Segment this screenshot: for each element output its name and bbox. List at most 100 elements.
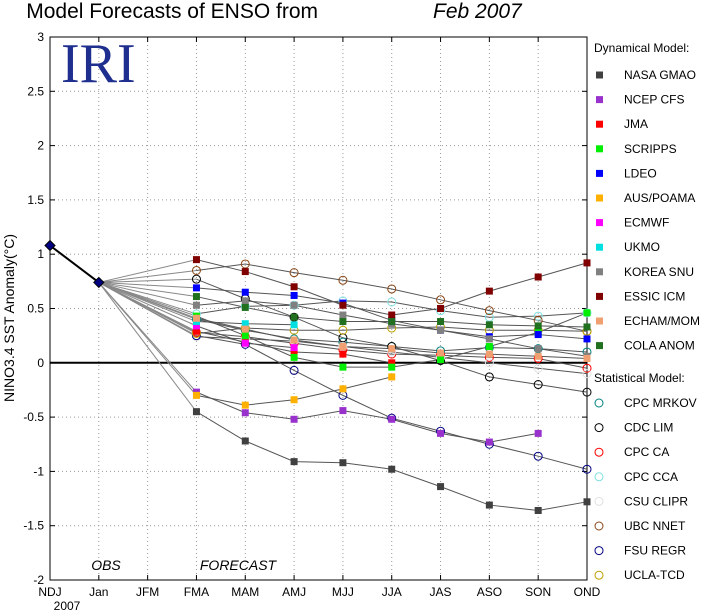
y-tick-label: 2 <box>37 139 44 153</box>
series-line-ubc-nnet <box>196 263 588 332</box>
marker-echam-mom <box>485 350 493 358</box>
x-tick-label: JFM <box>136 585 159 599</box>
chart-title-date: Feb 2007 <box>433 0 523 23</box>
legend-label-ubc-nnet: UBC NNET <box>624 519 686 533</box>
legend-label-scripps: SCRIPPS <box>624 142 677 156</box>
forecast-label: FORECAST <box>200 557 278 573</box>
marker-fsu-regr <box>582 464 592 474</box>
marker-cola-anom <box>583 323 591 331</box>
marker-jma <box>290 348 298 356</box>
x-tick-label: SON <box>525 585 551 599</box>
marker-cpc-mrkov <box>533 344 543 354</box>
marker-korea-snu <box>534 345 542 353</box>
marker-ubc-nnet <box>289 268 299 278</box>
marker-ldeo <box>534 331 542 339</box>
marker-essic-icm <box>290 283 298 291</box>
y-tick-label: -0.5 <box>23 410 44 424</box>
marker-scripps <box>437 356 445 364</box>
legend-marker-ncep-cfs <box>596 96 603 104</box>
marker-essic-icm <box>485 287 493 295</box>
series-line-ucla-tcd <box>196 326 588 334</box>
legend-marker-essic-icm <box>596 292 603 300</box>
legend-marker-ucla-tcd <box>594 570 604 580</box>
marker-korea-snu <box>241 297 249 305</box>
marker-ncep-cfs <box>437 429 445 437</box>
marker-ecmwf <box>290 344 298 352</box>
legend-label-nasa-gmao: NASA GMAO <box>624 68 696 82</box>
x-year-label: 2007 <box>54 599 81 613</box>
marker-ncep-cfs <box>241 409 249 417</box>
connector-line <box>98 281 197 322</box>
marker-cola-anom <box>534 322 542 330</box>
x-tick-label: MAM <box>231 585 259 599</box>
marker-echam-mom <box>339 343 347 351</box>
marker-ldeo <box>290 291 298 299</box>
marker-aus-poama <box>388 373 396 381</box>
marker-cola-anom <box>437 318 445 326</box>
y-tick-label: 3 <box>37 30 44 44</box>
marker-ubc-nnet <box>338 275 348 285</box>
marker-nasa-gmao <box>241 437 249 445</box>
legend-label-csu-clipr: CSU CLIPR <box>624 494 688 508</box>
marker-csu-clipr <box>582 369 592 379</box>
marker-ncep-cfs <box>534 429 542 437</box>
legend-marker-scripps <box>596 145 603 153</box>
marker-essic-icm <box>534 273 542 281</box>
marker-essic-icm <box>192 256 200 264</box>
marker-echam-mom <box>437 349 445 357</box>
connector-line <box>98 281 197 319</box>
marker-ldeo <box>241 288 249 296</box>
legend-marker-cola-anom <box>596 342 603 350</box>
legend-marker-cpc-ca <box>594 447 604 457</box>
marker-nasa-gmao <box>583 498 591 506</box>
legend-dynamical-title: Dynamical Model: <box>594 41 689 55</box>
marker-korea-snu <box>192 301 200 309</box>
legend-marker-cpc-mrkov <box>594 398 604 408</box>
legend-label-aus-poama: AUS/POAMA <box>624 191 695 205</box>
marker-cdc-lim <box>289 312 299 322</box>
series-line-ncep-cfs <box>196 391 539 443</box>
marker-echam-mom <box>583 354 591 362</box>
marker-nasa-gmao <box>192 408 200 416</box>
legend-label-cpc-ca: CPC CA <box>624 445 669 459</box>
y-tick-label: -1.5 <box>23 519 44 533</box>
marker-nasa-gmao <box>534 506 542 514</box>
legend-marker-jma <box>596 120 603 128</box>
marker-ubc-nnet <box>387 284 397 294</box>
marker-scripps <box>241 332 249 340</box>
y-axis-label: NINO3.4 SST Anomaly(°C) <box>1 234 17 402</box>
connector-line <box>98 259 197 283</box>
x-tick-label: ASO <box>477 585 502 599</box>
marker-ncep-cfs <box>339 407 347 415</box>
legend-marker-fsu-regr <box>594 546 604 556</box>
marker-scripps <box>388 363 396 371</box>
legend-marker-ldeo <box>596 169 603 177</box>
y-tick-label: -2 <box>33 573 44 587</box>
marker-nasa-gmao <box>485 501 493 509</box>
marker-aus-poama <box>290 396 298 404</box>
connector-line <box>98 281 197 289</box>
x-tick-label: AMJ <box>282 585 306 599</box>
legend-marker-echam-mom <box>596 317 603 325</box>
legend-label-jma: JMA <box>624 117 648 131</box>
legend-label-ucla-tcd: UCLA-TCD <box>624 568 685 582</box>
legend-label-ldeo: LDEO <box>624 166 657 180</box>
marker-korea-snu <box>290 301 298 309</box>
observed-line <box>49 244 100 284</box>
marker-echam-mom <box>534 352 542 360</box>
legend-label-korea-snu: KOREA SNU <box>624 265 694 279</box>
marker-scripps <box>290 353 298 361</box>
legend-label-cdc-lim: CDC LIM <box>624 421 673 435</box>
marker-cdc-lim <box>533 380 543 390</box>
marker-cpc-cca <box>484 312 494 322</box>
marker-scripps <box>583 309 591 317</box>
marker-korea-snu <box>485 335 493 343</box>
marker-ucla-tcd <box>338 325 348 335</box>
marker-ukmo <box>290 321 298 329</box>
x-tick-label: NDJ <box>38 585 61 599</box>
marker-echam-mom <box>241 325 249 333</box>
legend-marker-cdc-lim <box>594 423 604 433</box>
marker-cola-anom <box>290 313 298 321</box>
marker-cola-anom <box>485 321 493 329</box>
